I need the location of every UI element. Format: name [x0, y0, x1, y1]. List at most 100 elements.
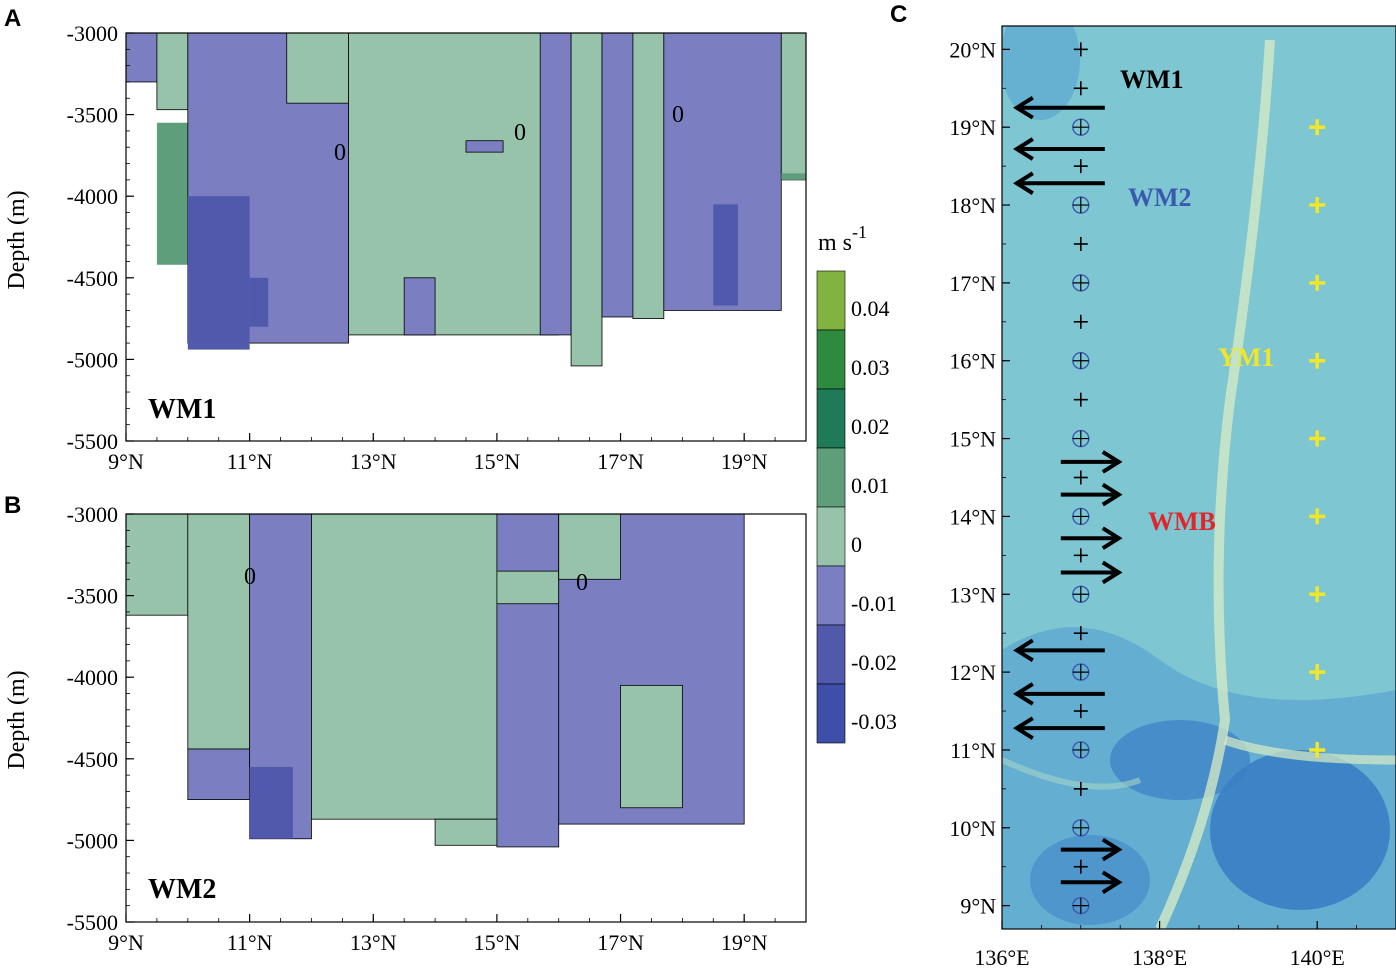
panel-a-ytick-label-5: -5500	[67, 429, 118, 454]
panel-a-xtick-label-4: 17°N	[597, 449, 644, 474]
colorbar-unit: m s-1	[818, 222, 867, 256]
panel-a-region-13	[632, 33, 665, 320]
panel-a-ytick-label-3: -4500	[67, 266, 118, 291]
map-arrow-2	[1013, 171, 1105, 195]
panel-b-region-10	[558, 514, 621, 580]
map-station-circled-7	[1072, 663, 1090, 681]
map-ticks: 20°N 19°N 18°N 17°N 16°N 15°N 14°N 13°N 12°N 11°N…	[949, 37, 1396, 970]
panel-b-wm-label: WM2	[148, 874, 216, 905]
colorbar-label-3: 0.01	[851, 473, 890, 498]
panel-a-region-5	[249, 277, 269, 327]
map-station-circled-8	[1072, 741, 1090, 759]
map-station-circled-9	[1072, 819, 1090, 837]
colorbar-swatch-6	[816, 624, 846, 685]
panel-b-region-2	[187, 748, 251, 800]
map-arrow-7	[1013, 638, 1105, 663]
map-station-plus-1	[1073, 81, 1088, 96]
map-station-plus-5	[1073, 392, 1088, 407]
map-label-ym1: YM1	[1218, 343, 1274, 372]
panel-a-region-10	[539, 33, 572, 336]
map-station-circled-2	[1072, 274, 1090, 292]
map-lat-tick-label-5: 15°N	[949, 427, 996, 452]
map-station-plus-2	[1073, 159, 1088, 174]
panel-b-ytick-label-0: -3000	[67, 502, 118, 527]
panel-a-region-1	[156, 33, 189, 111]
panel-a-region-6	[286, 33, 349, 104]
panel-a-region-12	[601, 33, 634, 318]
map-arrow-5	[1060, 526, 1123, 550]
panel-a-region-16	[780, 33, 806, 181]
colorbar-swatch-4	[816, 506, 846, 567]
map-ym1-station-3	[1309, 352, 1326, 369]
panel-b-xtick-label-2: 13°N	[350, 930, 397, 955]
colorbar-labels: 0.04 0.03 0.02 0.01 0 -0.01 -0.02 -0.03	[851, 296, 897, 734]
map-ym1-station-8	[1309, 741, 1326, 758]
map-ym1-station-1	[1309, 197, 1326, 214]
panel-b-contour-label-1: 0	[244, 564, 256, 590]
map-station-plus-8	[1073, 626, 1088, 641]
map-lat-tick-label-1: 19°N	[949, 115, 996, 140]
map-lat-tick-label-0: 20°N	[949, 37, 996, 62]
map-station-plus-7	[1073, 548, 1088, 563]
panel-b-region-6	[434, 818, 498, 846]
panel-label-a: A	[4, 5, 21, 32]
panel-b-xtick-label-5: 19°N	[721, 930, 768, 955]
map-lat-tick-label-9: 11°N	[950, 738, 996, 763]
colorbar-label-2: 0.02	[851, 414, 890, 439]
panel-b-region-1	[187, 514, 251, 750]
map-lat-tick-label-6: 14°N	[949, 504, 996, 529]
map-arrow-9	[1013, 716, 1105, 740]
map-station-plus-6	[1073, 470, 1088, 485]
panel-b-xtick-label-1: 11°N	[227, 930, 273, 955]
panel-b-ytick-label-2: -4000	[67, 665, 118, 690]
panel-label-c: C	[890, 1, 907, 28]
colorbar-swatch-5	[816, 565, 846, 626]
panel-a-contour-label-2: 0	[514, 120, 526, 146]
colorbar-label-0: 0.04	[851, 296, 890, 321]
panel-a-regions	[126, 33, 806, 367]
map-lat-tick-label-10: 10°N	[949, 816, 996, 841]
map-arrow-3	[1060, 450, 1123, 474]
panel-a-region-0	[126, 33, 158, 83]
map-station-circled-1	[1072, 196, 1090, 214]
panel-a-xtick-label-3: 15°N	[474, 449, 521, 474]
map-background	[1002, 26, 1396, 929]
map-station-circled-0	[1072, 118, 1090, 136]
map-lon-tick-label-2: 140°E	[1290, 945, 1345, 970]
panel-b-ytick-label-1: -3500	[67, 584, 118, 609]
map-deep-trench-1	[1210, 750, 1390, 910]
map-lat-tick-label-3: 17°N	[949, 271, 996, 296]
map-ym1-station-4	[1309, 430, 1326, 447]
panel-b-regions	[126, 514, 745, 848]
panel-b-ylabel: Depth (m)	[4, 670, 30, 769]
panel-a-region-17	[781, 173, 806, 180]
colorbar-label-1: 0.03	[851, 355, 890, 380]
panel-a-ytick-label-4: -5000	[67, 347, 118, 372]
colorbar-swatch-0	[816, 270, 846, 331]
panel-b-ytick-label-4: -5000	[67, 828, 118, 853]
map-deep-patch	[1002, 26, 1080, 120]
colorbar-swatch-1	[816, 329, 846, 390]
map-arrow-0	[1013, 96, 1105, 120]
map-deep-trench-2	[1110, 720, 1250, 800]
map-arrow-6	[1060, 560, 1123, 585]
map-deep-trench-3	[1030, 835, 1150, 925]
map-station-circled-4	[1072, 429, 1090, 448]
panel-a-ytick-label-2: -4000	[67, 184, 118, 209]
map-arrow-4	[1060, 482, 1123, 507]
colorbar-unit-text: m s	[818, 230, 852, 256]
panel-b-xtick-label-3: 15°N	[474, 930, 521, 955]
map-arrow-10	[1060, 837, 1123, 862]
panel-a-region-9	[403, 277, 436, 336]
map-stations	[1072, 42, 1326, 915]
panel-a-xtick-label-5: 19°N	[721, 449, 768, 474]
panel-a-ylabel: Depth (m)	[4, 190, 30, 289]
panel-b-xtick-label-4: 17°N	[597, 930, 644, 955]
panel-b-region-5	[311, 514, 498, 820]
map-label-wm1: WM1	[1120, 65, 1184, 94]
map-lat-tick-label-2: 18°N	[949, 193, 996, 218]
